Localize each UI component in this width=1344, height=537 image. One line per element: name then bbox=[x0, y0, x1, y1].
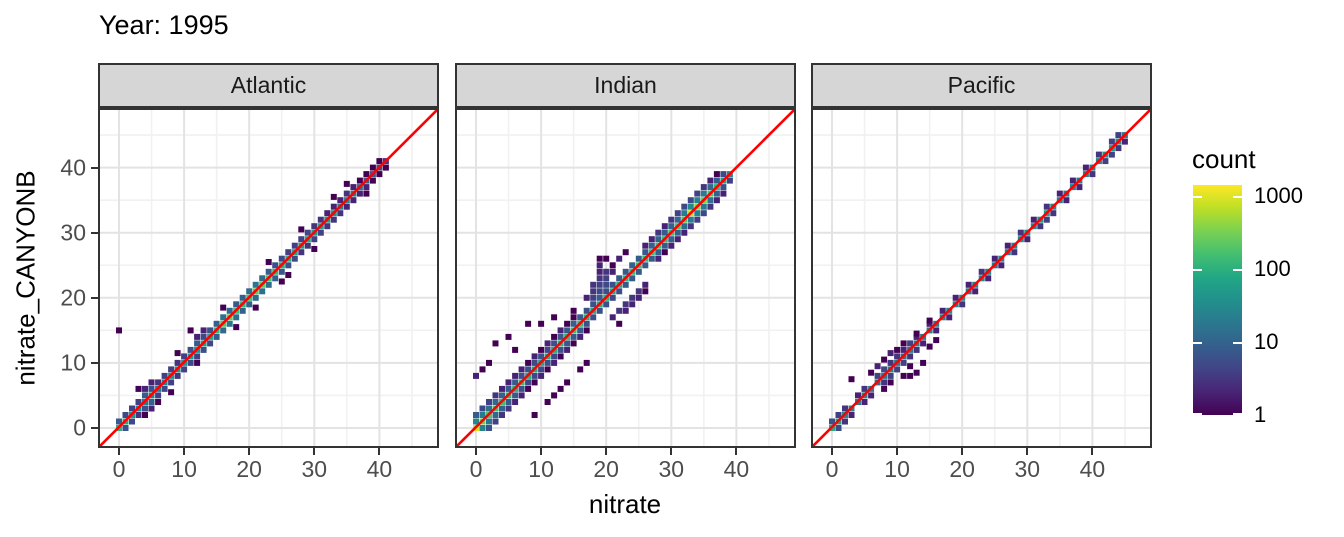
facet-panel-indian bbox=[455, 108, 796, 448]
legend-colorbar bbox=[1193, 185, 1242, 415]
y-tick-label: 30 bbox=[60, 219, 86, 246]
x-tick-label: 10 bbox=[528, 456, 554, 482]
x-tick-mark bbox=[183, 448, 186, 455]
x-tick-mark bbox=[605, 448, 608, 455]
legend-tick-label: 1 bbox=[1254, 402, 1267, 427]
x-tick-mark bbox=[1091, 448, 1094, 455]
x-axis-title: nitrate bbox=[588, 489, 662, 519]
x-tick-mark bbox=[670, 448, 673, 455]
x-tick-label: 0 bbox=[112, 456, 126, 482]
y-tick-label: 10 bbox=[60, 349, 86, 376]
x-tick-label: 40 bbox=[723, 456, 750, 482]
legend-tick-label: 10 bbox=[1254, 329, 1279, 354]
y-tick-label: 20 bbox=[60, 284, 86, 311]
x-tick-label: 10 bbox=[171, 456, 197, 482]
y-tick-label: 40 bbox=[60, 154, 86, 181]
x-tick-mark bbox=[248, 448, 251, 455]
legend-tick-mark bbox=[1233, 342, 1242, 344]
x-tick-mark bbox=[896, 448, 899, 455]
plot-title: Year: 1995 bbox=[99, 10, 229, 40]
y-tick-mark bbox=[91, 231, 98, 234]
x-tick-label: 30 bbox=[658, 456, 685, 482]
legend-tick-mark bbox=[1233, 413, 1242, 415]
panel-pacific bbox=[811, 108, 1152, 448]
legend-tick-label: 1000 bbox=[1254, 183, 1303, 208]
x-tick-label: 30 bbox=[301, 456, 328, 482]
facet-strip-pacific: Pacific bbox=[811, 63, 1152, 108]
panel-indian bbox=[455, 108, 796, 448]
y-tick-label: 0 bbox=[73, 414, 86, 441]
x-tick-mark bbox=[118, 448, 120, 455]
panel-atlantic bbox=[98, 108, 439, 448]
y-axis-title: nitrate_CANYONB bbox=[10, 170, 41, 386]
y-tick-mark bbox=[91, 361, 98, 364]
y-tick-mark bbox=[91, 296, 98, 299]
x-tick-mark bbox=[735, 448, 738, 455]
facet-panel-atlantic bbox=[98, 108, 439, 448]
x-tick-label: 40 bbox=[1079, 456, 1106, 482]
legend-title: count bbox=[1192, 144, 1256, 174]
legend-tick-mark bbox=[1193, 413, 1202, 415]
x-tick-label: 20 bbox=[236, 456, 262, 482]
legend-tick-mark bbox=[1193, 196, 1202, 198]
facet-panel-pacific bbox=[811, 108, 1152, 448]
x-tick-mark bbox=[313, 448, 316, 455]
facet-strip-atlantic: Atlantic bbox=[98, 63, 439, 108]
legend-tick-mark bbox=[1193, 342, 1202, 344]
x-tick-mark bbox=[540, 448, 543, 455]
x-tick-label: 40 bbox=[366, 456, 393, 482]
x-tick-mark bbox=[1026, 448, 1029, 455]
x-tick-mark bbox=[831, 448, 833, 455]
legend-tick-mark bbox=[1193, 269, 1202, 271]
x-tick-mark bbox=[475, 448, 477, 455]
x-tick-label: 30 bbox=[1014, 456, 1041, 482]
x-tick-mark bbox=[378, 448, 381, 455]
x-tick-label: 0 bbox=[469, 456, 483, 482]
x-tick-label: 20 bbox=[949, 456, 975, 482]
facet-strip-indian: Indian bbox=[455, 63, 796, 108]
legend-tick-mark bbox=[1233, 196, 1242, 198]
y-tick-mark bbox=[91, 427, 98, 429]
x-tick-label: 10 bbox=[884, 456, 910, 482]
legend-tick-label: 100 bbox=[1254, 256, 1291, 281]
x-tick-mark bbox=[961, 448, 964, 455]
y-tick-mark bbox=[91, 166, 98, 169]
legend-tick-mark bbox=[1233, 269, 1242, 271]
x-tick-label: 20 bbox=[593, 456, 619, 482]
x-tick-label: 0 bbox=[825, 456, 839, 482]
